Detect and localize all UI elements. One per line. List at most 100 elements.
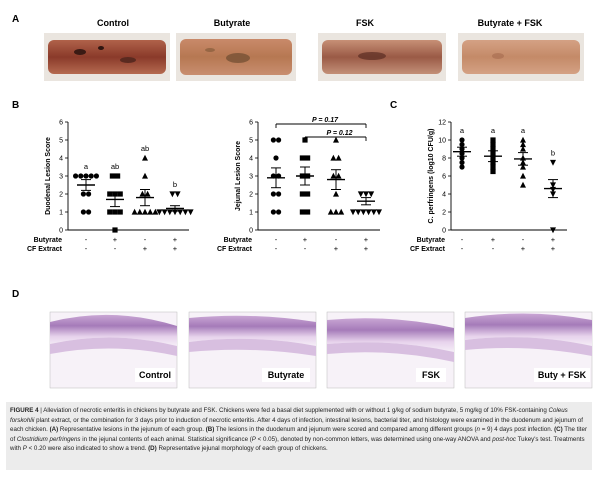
caption-text: The titer of	[10, 426, 588, 443]
caption-italic: Coleus forskohlii	[10, 407, 568, 424]
y-tick-label: 2	[442, 209, 446, 216]
data-point	[350, 209, 356, 216]
cf-sign: -	[461, 244, 464, 253]
group-letter: a	[460, 126, 465, 135]
data-point	[276, 137, 282, 143]
caption-italic: P	[251, 435, 256, 443]
y-tick-label: 4	[59, 155, 63, 162]
data-point	[80, 191, 86, 197]
lesion-photo-control	[44, 33, 170, 81]
butyrate-sign: +	[173, 235, 178, 244]
y-tick-label: 6	[249, 119, 253, 126]
lesion-photo-fsk	[318, 33, 446, 81]
butyrate-sign: -	[144, 235, 147, 244]
data-point	[459, 141, 465, 148]
y-tick-label: 8	[442, 155, 446, 162]
data-point	[459, 164, 465, 170]
y-tick-label: 4	[442, 191, 446, 198]
caption-italic: post-hoc	[492, 435, 517, 443]
treatment-row-label-butyrate: Butyrate	[34, 237, 63, 244]
cf-sign: -	[304, 244, 307, 253]
y-tick-label: 2	[249, 191, 253, 198]
butyrate-sign: -	[275, 235, 278, 244]
butyrate-sign: -	[335, 235, 338, 244]
group-letter: ab	[111, 162, 119, 171]
data-point	[299, 209, 305, 215]
caption-text: < 0.20 were also indicated to show a tre…	[26, 445, 149, 453]
caption-text: = 9) 4 days post infection.	[479, 426, 555, 434]
data-point	[169, 191, 176, 198]
histo-label-butyrate: Butyrate	[268, 370, 305, 380]
data-point	[117, 191, 123, 197]
cf-sign: +	[334, 244, 339, 253]
data-point	[327, 208, 334, 215]
data-point	[490, 164, 496, 170]
y-tick-label: 1	[249, 209, 253, 216]
data-point	[270, 191, 276, 197]
cf-sign: +	[173, 244, 178, 253]
treatment-row-label-butyrate: Butyrate	[224, 237, 253, 244]
data-point	[550, 159, 556, 166]
data-point	[363, 191, 369, 198]
data-point	[550, 227, 556, 234]
data-point	[520, 136, 526, 143]
data-point	[333, 208, 339, 215]
group-letter: b	[551, 149, 555, 158]
panel-letter-b: B	[12, 100, 19, 111]
treatment-row-label-butyrate: Butyrate	[417, 237, 446, 244]
data-point	[112, 209, 118, 215]
data-point	[142, 172, 148, 179]
y-axis-label: Jejunal Lesion Score	[235, 141, 242, 211]
histo-label-control: Control	[139, 370, 171, 380]
data-point	[80, 209, 86, 215]
data-point	[305, 191, 311, 197]
data-point	[459, 159, 465, 166]
cf-sign: +	[551, 244, 556, 253]
data-point	[490, 141, 496, 148]
y-axis-label: C. perfringens (log10 CFU/g)	[428, 129, 435, 224]
p-value-label: P = 0.17	[312, 117, 339, 124]
data-point	[376, 209, 382, 216]
lesion-photo-butyrate	[176, 33, 296, 81]
caption-text: The lesions in the duodenum and jejunum …	[214, 426, 477, 434]
data-point	[144, 190, 151, 197]
data-point	[355, 209, 362, 216]
data-point	[357, 191, 364, 198]
group-letter: ab	[141, 144, 149, 153]
data-point	[182, 209, 189, 216]
data-point	[368, 191, 375, 198]
data-point	[166, 209, 173, 216]
cf-sign: +	[364, 244, 369, 253]
y-tick-label: 12	[438, 119, 446, 126]
data-point	[520, 181, 526, 188]
data-point	[490, 137, 496, 143]
data-point	[142, 208, 148, 215]
data-point	[73, 173, 79, 179]
y-tick-label: 5	[59, 137, 63, 144]
cf-sign: -	[114, 244, 117, 253]
data-point	[335, 172, 342, 179]
data-point	[270, 209, 276, 215]
data-point	[305, 209, 311, 215]
data-point	[131, 208, 138, 215]
group-letter: a	[521, 126, 526, 135]
photo-label-control: Control	[97, 18, 129, 28]
caption-text: < 0.05), denoted by non-common letters, …	[255, 435, 493, 443]
caption-bold: (D)	[148, 445, 157, 453]
butyrate-sign: -	[461, 235, 464, 244]
data-point	[365, 209, 372, 216]
butyrate-sign: -	[85, 235, 88, 244]
y-tick-label: 2	[59, 191, 63, 198]
data-point	[370, 209, 377, 216]
cf-sign: -	[85, 244, 88, 253]
data-point	[177, 209, 184, 216]
data-point	[174, 191, 181, 198]
data-point	[139, 190, 146, 197]
caption-text: Tukey's test. Treatments with	[10, 435, 585, 453]
y-tick-label: 10	[438, 137, 446, 144]
photo-label-butyrate: Butyrate	[214, 18, 251, 28]
data-point	[490, 159, 496, 166]
data-point	[333, 190, 339, 197]
caption-bold: (B)	[205, 426, 215, 434]
